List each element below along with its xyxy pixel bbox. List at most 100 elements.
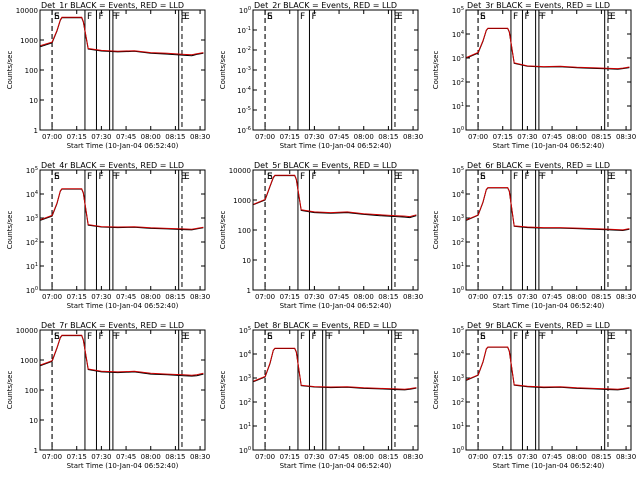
marker-label: F (311, 172, 316, 182)
marker-label: F (524, 332, 529, 342)
y-tick-label: 10-2 (237, 46, 251, 55)
y-tick-label: 103 (452, 374, 464, 383)
panel-det-8: Det_8r BLACK = Events, RED = LLD 100 101 10… (219, 321, 423, 470)
y-axis-label: Counts/sec (432, 51, 440, 90)
marker-label: S (267, 12, 273, 22)
plot-frame (252, 329, 419, 451)
marker-label: F (538, 172, 543, 182)
y-axis-label: Counts/sec (219, 51, 227, 90)
marker-label: E (610, 12, 616, 22)
x-tick-label: 07:15 (280, 133, 300, 141)
series-line-lld (466, 27, 630, 70)
x-axis-label: Start Time (10-Jan-04 06:52:40) (493, 462, 605, 470)
x-axis-label: Start Time (10-Jan-04 06:52:40) (493, 302, 605, 310)
plot-frame (465, 329, 632, 451)
x-tick-label: 08:00 (141, 293, 161, 301)
x-tick-label: 07:30 (91, 453, 111, 461)
marker-label: F (87, 332, 92, 342)
marker-label: F (300, 172, 305, 182)
marker-label: E (397, 172, 403, 182)
marker-label: F (325, 332, 330, 342)
x-tick-label: 07:00 (42, 453, 62, 461)
marker-label: F (513, 332, 518, 342)
marker-label: E (394, 172, 400, 182)
y-tick-label: 105 (452, 6, 464, 15)
plot-frame (465, 169, 632, 291)
marker-label: F (115, 12, 120, 22)
panel-det-1: Det_1r BLACK = Events, RED = LLD 1 10 100 10… (6, 1, 210, 150)
marker-label: F (524, 172, 529, 182)
x-tick-label: 08:30 (616, 133, 636, 141)
x-tick-label: 08:30 (190, 293, 210, 301)
marker-label: E (267, 172, 273, 182)
y-tick-label: 100 (25, 387, 38, 395)
panel-title: Det_3r BLACK = Events, RED = LLD (467, 1, 610, 10)
x-tick-label: 08:15 (165, 293, 185, 301)
x-tick-label: 07:45 (542, 293, 562, 301)
panel-title: Det_4r BLACK = Events, RED = LLD (41, 161, 184, 170)
marker-label: F (538, 12, 543, 22)
x-tick-label: 07:00 (255, 293, 275, 301)
marker-label: F (87, 172, 92, 182)
y-tick-label: 10 (29, 417, 38, 425)
y-tick-label: 104 (239, 350, 251, 359)
marker-label: E (397, 12, 403, 22)
y-tick-label: 101 (452, 422, 464, 431)
y-tick-label: 1 (34, 447, 38, 455)
y-tick-label: 1000 (20, 37, 38, 45)
x-tick-label: 07:30 (517, 453, 537, 461)
y-tick-label: 101 (452, 102, 464, 111)
x-tick-label: 07:30 (517, 133, 537, 141)
y-tick-label: 104 (452, 350, 464, 359)
y-tick-label: 10000 (229, 167, 251, 175)
x-tick-label: 07:45 (116, 453, 136, 461)
y-tick-label: 101 (26, 262, 38, 271)
marker-label: E (181, 332, 187, 342)
y-tick-label: 100 (452, 126, 464, 135)
x-axis-label: Start Time (10-Jan-04 06:52:40) (280, 302, 392, 310)
marker-label: S (267, 332, 273, 342)
panel-det-7: Det_7r BLACK = Events, RED = LLD 1 10 100 10… (6, 321, 210, 470)
y-tick-label: 10-4 (237, 86, 251, 95)
y-tick-label: 1 (34, 127, 38, 135)
plot-frame (252, 9, 419, 131)
marker-label: F (311, 12, 316, 22)
y-tick-label: 102 (452, 78, 464, 87)
x-axis-label: Start Time (10-Jan-04 06:52:40) (67, 462, 179, 470)
y-tick-label: 101 (452, 262, 464, 271)
y-tick-label: 1 (247, 287, 251, 295)
x-tick-label: 07:30 (304, 293, 324, 301)
marker-label: S (267, 172, 273, 182)
x-tick-label: 08:15 (165, 133, 185, 141)
x-tick-label: 08:15 (165, 453, 185, 461)
marker-label: E (607, 12, 613, 22)
marker-label: F (513, 172, 518, 182)
marker-label: F (98, 172, 103, 182)
y-tick-label: 10000 (16, 7, 38, 15)
y-tick-label: 102 (239, 398, 251, 407)
x-tick-label: 07:00 (42, 133, 62, 141)
x-axis-label: Start Time (10-Jan-04 06:52:40) (67, 302, 179, 310)
marker-label: E (184, 332, 190, 342)
x-tick-label: 08:15 (378, 293, 398, 301)
x-tick-label: 08:00 (567, 453, 587, 461)
marker-label: S (54, 172, 60, 182)
marker-label: F (538, 332, 543, 342)
y-tick-label: 104 (452, 30, 464, 39)
marker-label: F (87, 12, 92, 22)
marker-label: F (300, 332, 305, 342)
marker-label: E (610, 332, 616, 342)
panel-det-5: Det_5r BLACK = Events, RED = LLD 1 10 100 10… (219, 161, 423, 310)
x-axis-label: Start Time (10-Jan-04 06:52:40) (67, 142, 179, 150)
x-tick-label: 08:15 (378, 133, 398, 141)
x-tick-label: 07:45 (116, 293, 136, 301)
y-tick-label: 100 (239, 446, 251, 455)
x-tick-label: 08:00 (354, 293, 374, 301)
y-axis-label: Counts/sec (6, 211, 14, 250)
marker-label: E (54, 12, 60, 22)
y-tick-label: 103 (452, 214, 464, 223)
y-tick-label: 104 (26, 190, 38, 199)
x-tick-label: 08:00 (141, 133, 161, 141)
panel-title: Det_8r BLACK = Events, RED = LLD (254, 321, 397, 330)
